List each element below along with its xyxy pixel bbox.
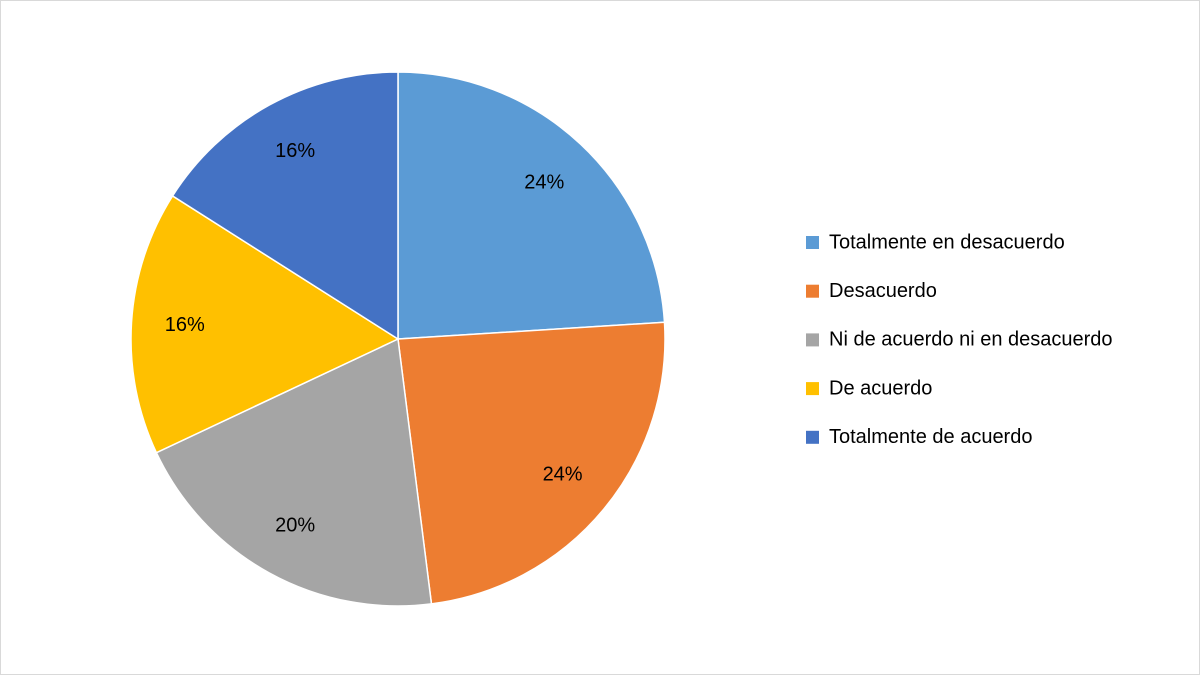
data-label: 16% <box>275 140 315 162</box>
legend-swatch <box>806 236 819 249</box>
data-label: 24% <box>524 172 564 194</box>
legend-label: Desacuerdo <box>829 280 937 302</box>
pie-slice <box>171 71 399 341</box>
legend-swatch <box>806 333 819 347</box>
pie-slice <box>130 194 400 454</box>
data-label: 16% <box>165 314 205 336</box>
legend-swatch <box>806 382 819 396</box>
data-label: 20% <box>275 514 315 536</box>
pie-slice <box>397 321 666 605</box>
legend-label: Totalmente en desacuerdo <box>829 231 1065 253</box>
legend-label: Ni de acuerdo ni en desacuerdo <box>829 329 1113 351</box>
pie-slice <box>397 71 666 340</box>
legend-swatch <box>806 430 819 444</box>
legend-label: Totalmente de acuerdo <box>829 426 1032 448</box>
legend-swatch <box>806 284 819 298</box>
data-label: 24% <box>543 463 583 485</box>
pie-slice <box>155 337 433 607</box>
legend-label: De acuerdo <box>829 377 932 399</box>
